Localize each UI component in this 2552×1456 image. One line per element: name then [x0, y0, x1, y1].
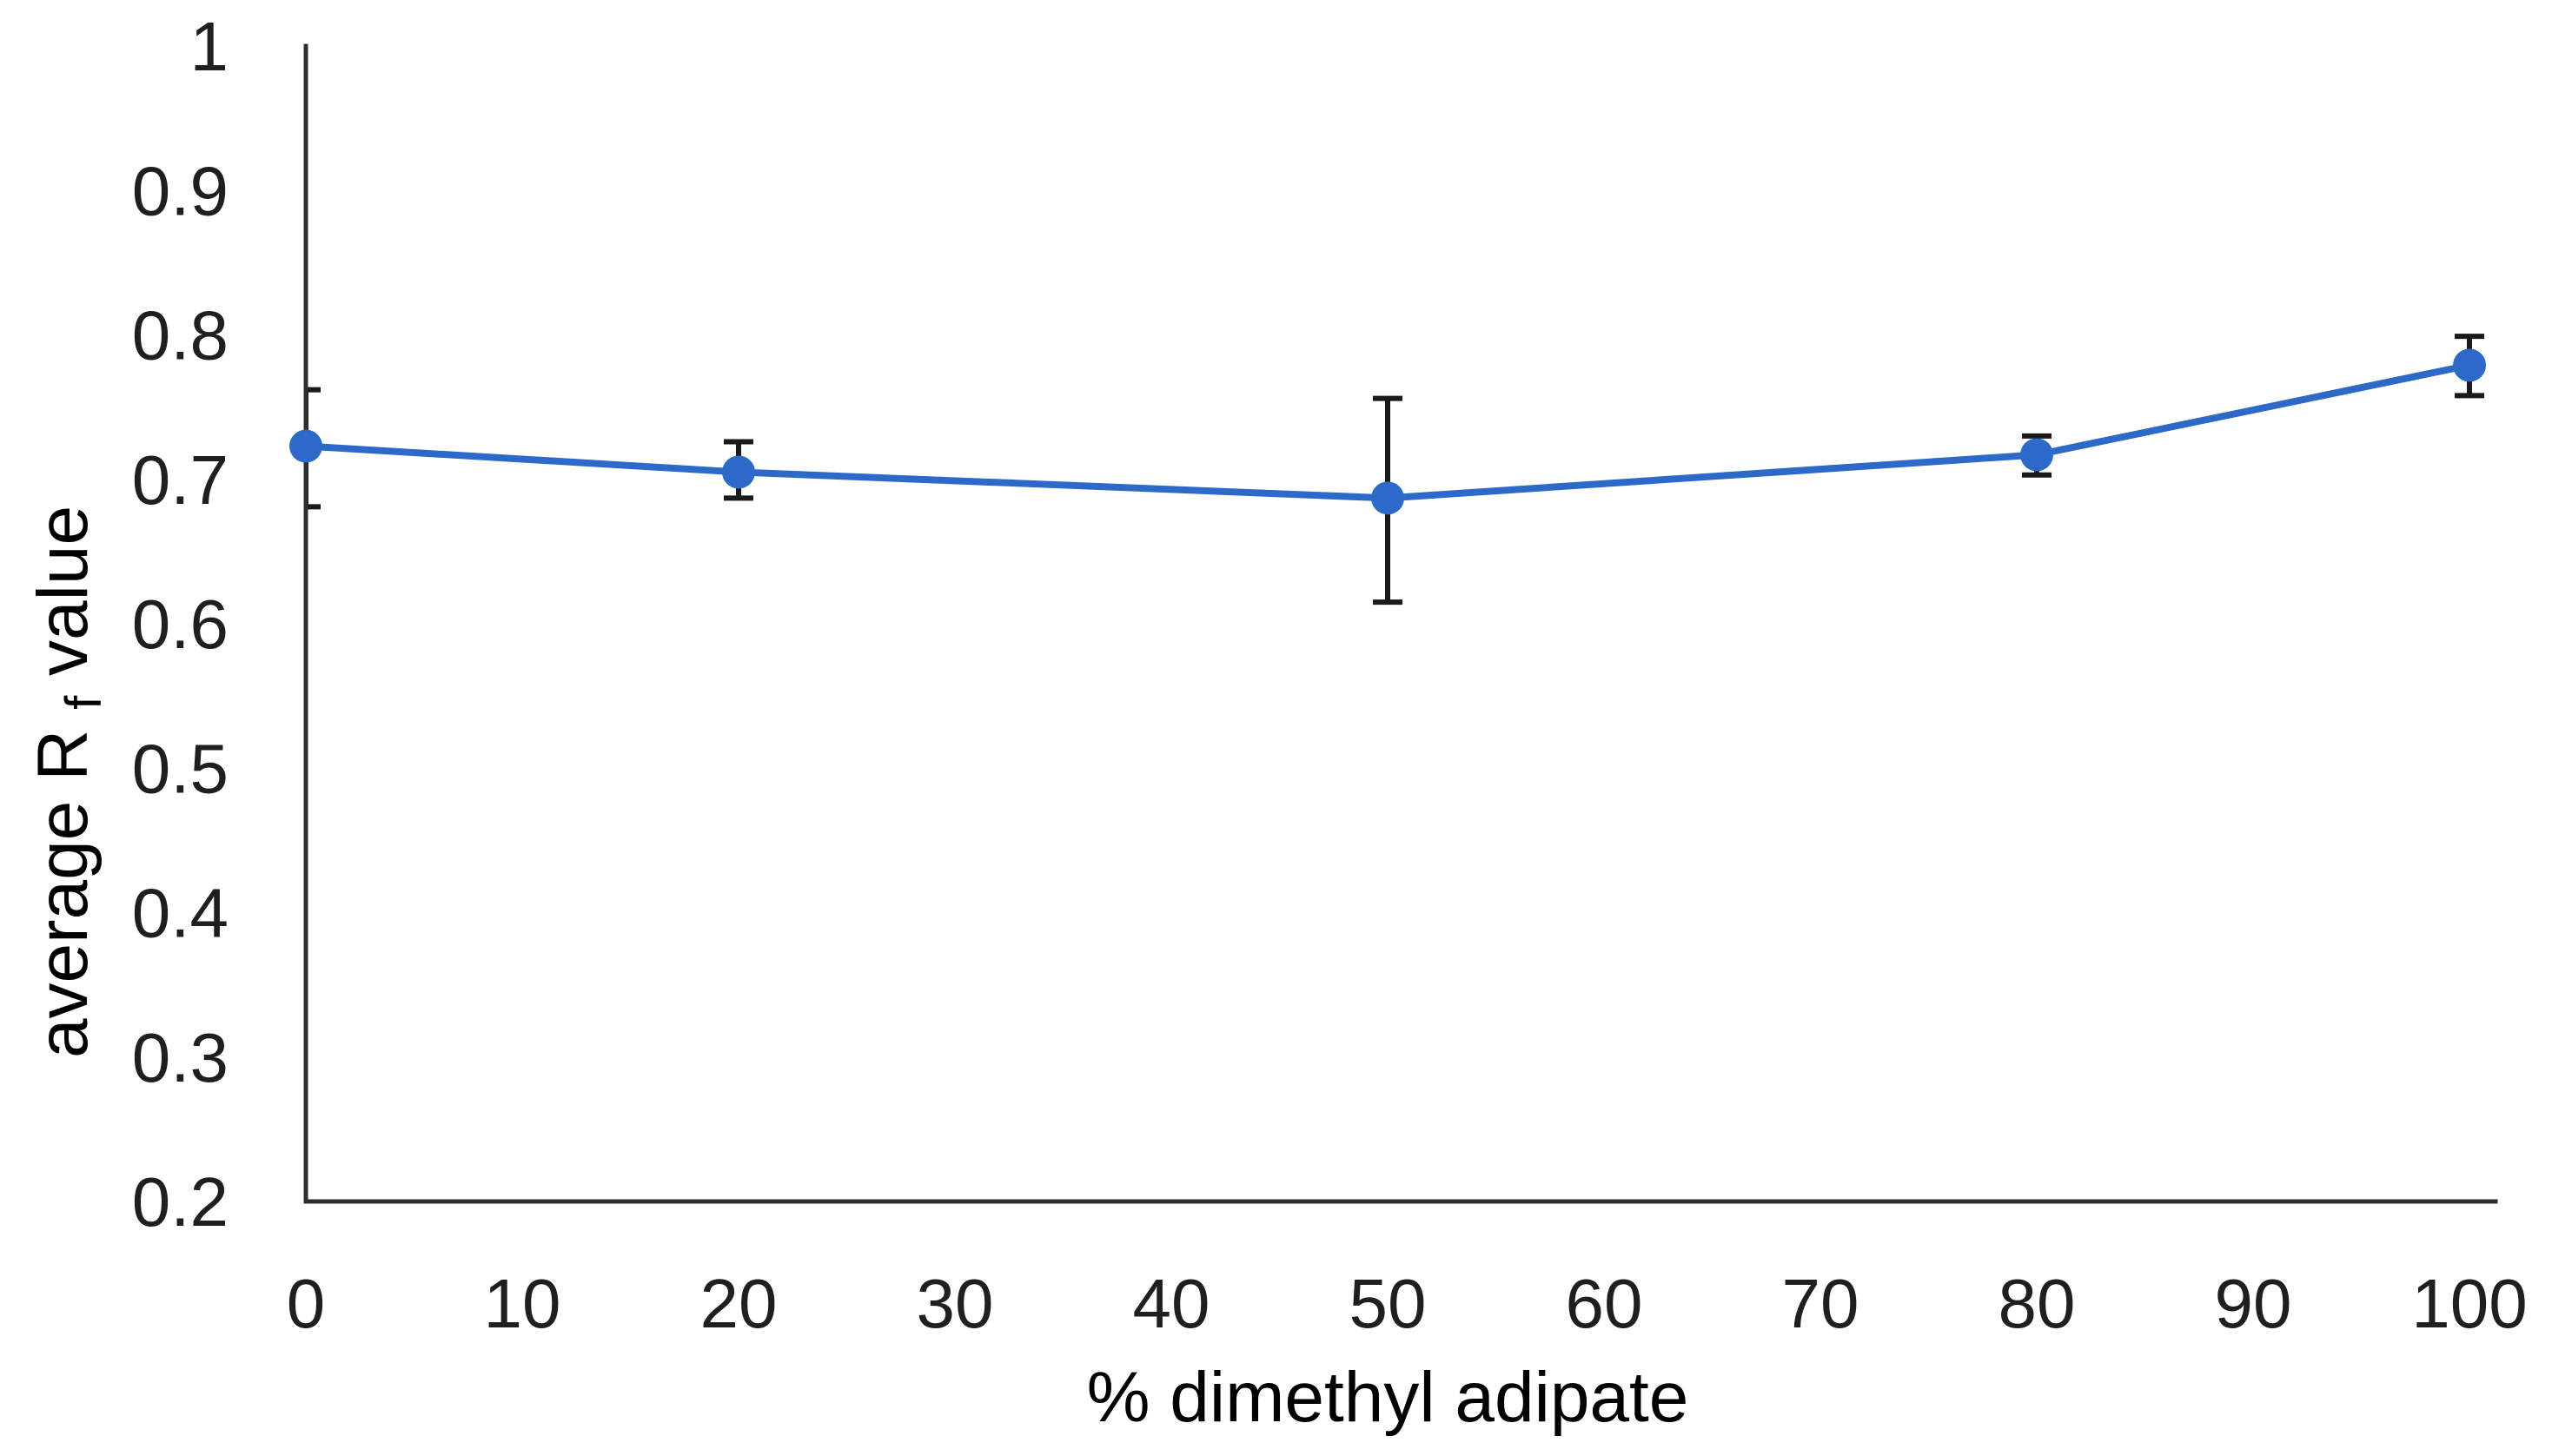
- y-tick-label: 0.5: [132, 730, 229, 807]
- y-tick-label: 0.4: [132, 875, 229, 952]
- data-point-marker: [289, 429, 322, 463]
- y-tick-label: 0.2: [132, 1163, 229, 1241]
- y-tick-label: 0.7: [132, 441, 229, 519]
- data-point-marker: [1371, 481, 1404, 515]
- x-tick-label: 30: [917, 1265, 994, 1342]
- x-tick-label: 0: [287, 1265, 326, 1342]
- data-points-layer: [289, 348, 2486, 515]
- y-axis-title-tail: value: [23, 506, 103, 676]
- y-axis-tick-labels: 1 0.9 0.8 0.7 0.6 0.5 0.4 0.3 0.2: [132, 8, 229, 1241]
- x-tick-label: 100: [2411, 1265, 2527, 1342]
- y-axis-title-subscript: f: [56, 695, 112, 710]
- y-tick-label: 0.6: [132, 586, 229, 663]
- error-bars-layer: [306, 334, 2484, 606]
- x-axis-title: % dimethyl adipate: [1087, 1358, 1689, 1437]
- y-axis-title-main: average R: [23, 730, 103, 1058]
- data-point-marker: [722, 455, 755, 489]
- x-axis-tick-labels: 0 10 20 30 40 50 60 70 80 90 100: [287, 1265, 2528, 1342]
- y-tick-label: 0.9: [132, 152, 229, 229]
- y-tick-label: 0.8: [132, 297, 229, 374]
- x-tick-label: 10: [484, 1265, 561, 1342]
- x-tick-label: 20: [700, 1265, 778, 1342]
- x-tick-label: 60: [1566, 1265, 1643, 1342]
- y-axis-title: average R f value: [23, 506, 116, 1058]
- x-tick-label: 80: [1999, 1265, 2076, 1342]
- y-tick-label: 0.3: [132, 1019, 229, 1096]
- data-point-marker: [2020, 438, 2053, 472]
- data-point-marker: [2453, 348, 2486, 382]
- x-tick-label: 50: [1349, 1265, 1427, 1342]
- x-tick-label: 70: [1782, 1265, 1859, 1342]
- x-tick-label: 90: [2215, 1265, 2292, 1342]
- axis-lines: [303, 43, 2498, 1204]
- x-tick-label: 40: [1133, 1265, 1210, 1342]
- y-tick-label: 1: [190, 8, 229, 85]
